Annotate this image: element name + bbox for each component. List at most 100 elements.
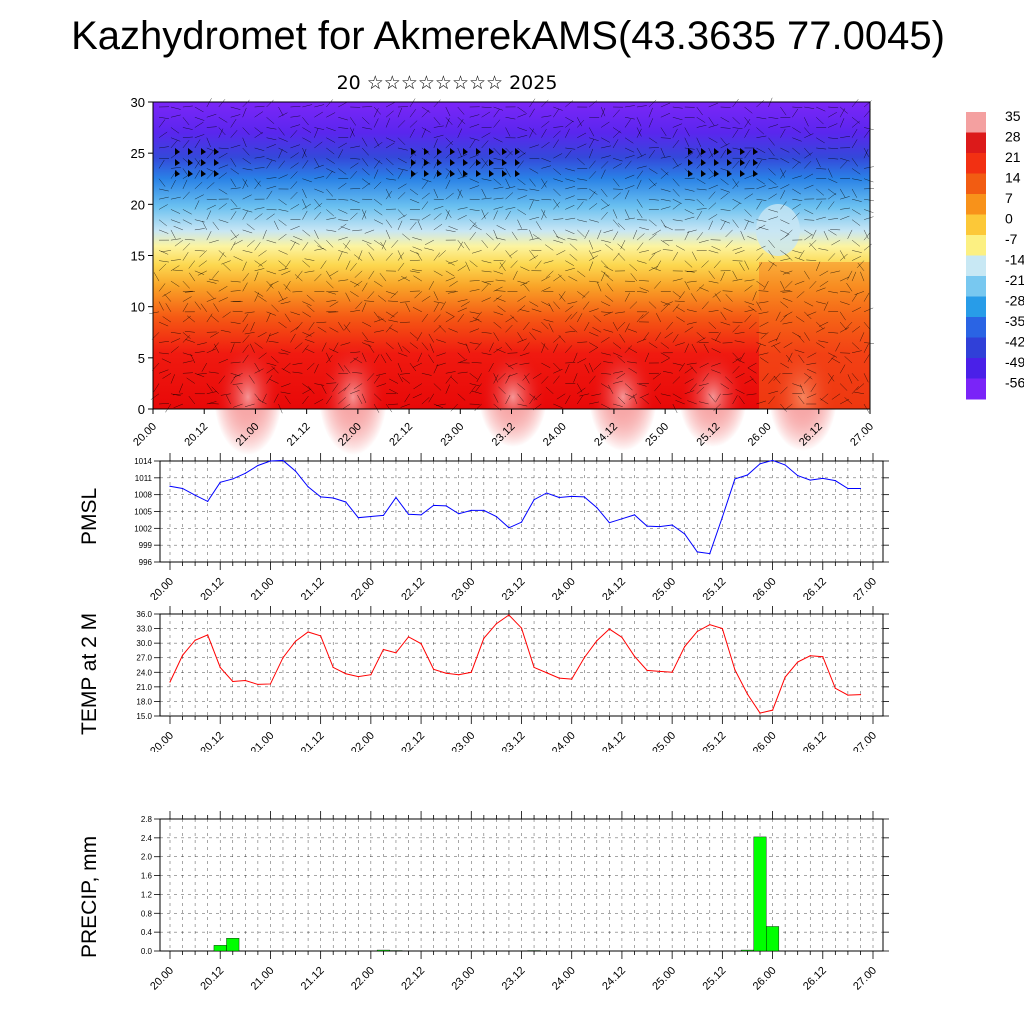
wind-barb bbox=[768, 168, 776, 176]
wind-barb bbox=[278, 219, 287, 226]
wind-barb bbox=[218, 358, 229, 364]
wind-barb bbox=[200, 303, 207, 312]
wind-barb bbox=[828, 192, 837, 200]
data-point bbox=[596, 640, 598, 642]
x-tick-label: 26.12 bbox=[801, 576, 829, 600]
wind-barb bbox=[672, 117, 683, 121]
wind-barb bbox=[600, 270, 610, 277]
wind-barb bbox=[600, 161, 609, 169]
x-tick-label: 25.00 bbox=[650, 730, 678, 752]
wind-barb bbox=[493, 347, 503, 354]
wind-barb bbox=[218, 219, 229, 223]
wind-barb bbox=[624, 116, 635, 120]
wind-barb bbox=[170, 374, 175, 384]
wind-barb bbox=[732, 395, 738, 405]
wind-flag bbox=[701, 170, 706, 178]
wind-barb bbox=[206, 231, 212, 241]
data-point bbox=[244, 472, 246, 474]
wind-barb bbox=[619, 334, 626, 343]
wind-barb bbox=[189, 272, 196, 282]
wind-barb bbox=[402, 233, 411, 241]
wind-barb bbox=[792, 212, 800, 220]
wind-barb bbox=[302, 383, 311, 390]
wind-barb bbox=[588, 160, 596, 169]
wind-barb bbox=[636, 242, 644, 251]
wind-barb bbox=[326, 229, 337, 232]
data-point bbox=[809, 479, 811, 481]
warm-surface-region bbox=[319, 339, 387, 455]
wind-barb bbox=[352, 229, 363, 232]
wind-barb bbox=[266, 333, 271, 343]
wind-barb bbox=[588, 261, 594, 271]
wind-barb bbox=[469, 260, 478, 268]
wind-barb bbox=[278, 174, 288, 179]
wind-barb bbox=[775, 332, 781, 342]
wind-barb bbox=[385, 352, 392, 362]
wind-barb bbox=[206, 150, 214, 159]
wind-barb bbox=[756, 100, 765, 108]
wind-barb bbox=[493, 242, 501, 251]
wind-barb bbox=[158, 301, 164, 311]
wind-barb bbox=[543, 319, 554, 323]
wind-barb bbox=[660, 301, 671, 306]
wind-barb bbox=[290, 311, 301, 316]
wind-barb bbox=[672, 139, 680, 149]
wind-barb bbox=[218, 147, 229, 150]
wind-barb bbox=[499, 260, 506, 269]
wind-barb bbox=[373, 169, 379, 179]
wind-barb bbox=[660, 206, 671, 210]
wind-barb bbox=[553, 139, 559, 149]
x-tick-label: 22.12 bbox=[399, 965, 427, 993]
wind-barb bbox=[333, 342, 339, 352]
wind-barb bbox=[280, 301, 291, 305]
wind-barb bbox=[294, 342, 303, 350]
wind-barb bbox=[768, 209, 779, 213]
wind-barb bbox=[613, 371, 623, 374]
wind-barb bbox=[792, 106, 803, 108]
wind-barb bbox=[747, 235, 757, 241]
x-tick-label: 24.00 bbox=[550, 965, 578, 993]
wind-flag bbox=[515, 159, 520, 167]
wind-barb bbox=[450, 403, 458, 412]
data-point bbox=[671, 671, 673, 673]
wind-barb bbox=[732, 270, 738, 280]
wind-flag bbox=[214, 170, 219, 178]
wind-barb bbox=[254, 213, 263, 220]
data-point bbox=[269, 683, 272, 685]
wind-barb bbox=[170, 127, 180, 134]
y-tick-label: 10 bbox=[131, 300, 145, 315]
wind-barb bbox=[654, 383, 662, 392]
wind-barb bbox=[804, 373, 813, 380]
wind-barb bbox=[326, 137, 336, 143]
wind-barb bbox=[529, 108, 535, 118]
wind-barb bbox=[744, 219, 755, 224]
wind-barb bbox=[350, 356, 359, 364]
wind-barb bbox=[258, 260, 267, 267]
warm-surface-region bbox=[679, 347, 747, 447]
wind-barb bbox=[624, 105, 635, 108]
data-point bbox=[257, 683, 259, 686]
wind-flag bbox=[201, 159, 206, 167]
wind-barb bbox=[242, 323, 249, 333]
wind-barb bbox=[784, 229, 793, 238]
wind-barb bbox=[326, 291, 336, 295]
wind-barb bbox=[577, 143, 587, 149]
wind-barb bbox=[696, 198, 705, 207]
wind-barb bbox=[780, 128, 786, 138]
wind-barb bbox=[306, 305, 315, 313]
wind-barb bbox=[711, 338, 721, 343]
wind-barb bbox=[827, 375, 834, 384]
wind-barb bbox=[254, 242, 261, 251]
x-tick-label: 21.00 bbox=[249, 965, 277, 993]
wind-barb bbox=[421, 201, 429, 210]
wind-barb bbox=[170, 209, 181, 214]
wind-barb bbox=[457, 342, 468, 346]
wind-barb bbox=[361, 209, 367, 219]
wind-barb bbox=[355, 301, 363, 310]
x-tick-label: 25.00 bbox=[650, 965, 678, 993]
wind-barb bbox=[624, 185, 635, 190]
wind-barb bbox=[810, 383, 817, 393]
wind-barb bbox=[379, 273, 387, 282]
wind-barb bbox=[795, 316, 805, 323]
wind-barb bbox=[828, 218, 839, 220]
